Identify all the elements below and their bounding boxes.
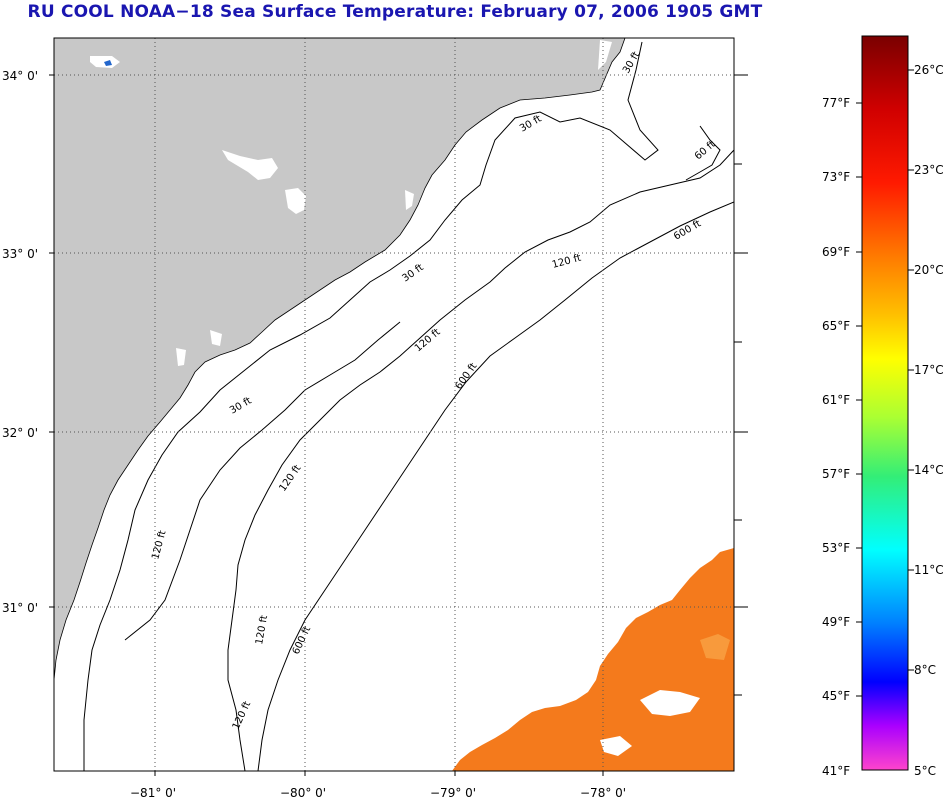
- fahrenheit-label: 45°F: [822, 689, 850, 703]
- fahrenheit-label: 61°F: [822, 393, 850, 407]
- lat-labels: 34° 0' 33° 0' 32° 0' 31° 0': [2, 69, 38, 615]
- celsius-label: 26°C: [914, 63, 944, 77]
- inland-features: [54, 40, 612, 768]
- lon-label: −80° 0': [280, 786, 326, 800]
- fahrenheit-label: 65°F: [822, 319, 850, 333]
- celsius-label: 20°C: [914, 263, 944, 277]
- celsius-label: 8°C: [914, 663, 936, 677]
- lon-labels: −81° 0' −80° 0' −79° 0' −78° 0': [130, 786, 626, 800]
- fahrenheit-labels: 77°F 73°F 69°F 65°F 61°F 57°F 53°F 49°F …: [822, 96, 850, 778]
- land-mass: [54, 38, 626, 681]
- lat-lon-grid: [54, 38, 734, 771]
- celsius-label: 14°C: [914, 463, 944, 477]
- fahrenheit-label: 77°F: [822, 96, 850, 110]
- map-frame: [53, 37, 735, 772]
- contour-120ft-inner: [124, 321, 401, 641]
- lon-label: −81° 0': [130, 786, 176, 800]
- contour-30ft: [83, 41, 659, 771]
- lat-label: 32° 0': [2, 426, 38, 440]
- lat-label: 31° 0': [2, 601, 38, 615]
- fahrenheit-label: 69°F: [822, 245, 850, 259]
- celsius-label: 5°C: [914, 764, 936, 778]
- map-content: 30 ft 30 ft 30 ft 30 ft 60 ft 120 ft 120…: [54, 38, 734, 771]
- temperature-colorbar: 77°F 73°F 69°F 65°F 61°F 57°F 53°F 49°F …: [822, 35, 944, 778]
- fahrenheit-label: 57°F: [822, 467, 850, 481]
- celsius-label: 11°C: [914, 563, 944, 577]
- axis-ticks: [49, 74, 748, 776]
- colorbar-gradient: [861, 35, 909, 771]
- contour-60ft: [685, 125, 721, 181]
- celsius-labels: 26°C 23°C 20°C 17°C 14°C 11°C 8°C 5°C: [914, 63, 944, 778]
- lat-label: 33° 0': [2, 247, 38, 261]
- contour-label: 120 ft: [254, 614, 270, 645]
- sst-light-patch: [700, 634, 730, 660]
- cloud-gap-2: [600, 736, 632, 756]
- fahrenheit-label: 49°F: [822, 615, 850, 629]
- fahrenheit-label: 73°F: [822, 170, 850, 184]
- cloud-gap: [640, 690, 700, 716]
- celsius-label: 23°C: [914, 163, 944, 177]
- lon-label: −79° 0': [430, 786, 476, 800]
- blue-pixel-feature: [104, 60, 112, 66]
- fahrenheit-label: 41°F: [822, 764, 850, 778]
- contour-600ft: [257, 201, 734, 771]
- colorbar-ticks: [856, 69, 914, 697]
- fahrenheit-label: 53°F: [822, 541, 850, 555]
- lat-label: 34° 0': [2, 69, 38, 83]
- celsius-label: 17°C: [914, 363, 944, 377]
- map-title: RU COOL NOAA−18 Sea Surface Temperature:…: [27, 2, 763, 22]
- lon-label: −78° 0': [580, 786, 626, 800]
